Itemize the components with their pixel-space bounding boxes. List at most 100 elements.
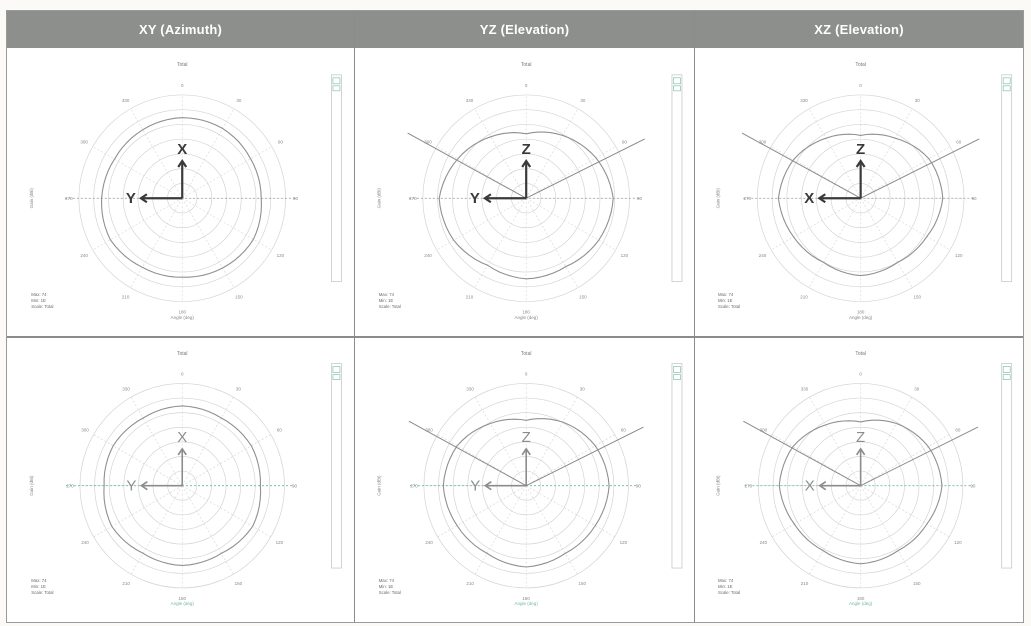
stat-line: Min: 1E bbox=[718, 298, 733, 303]
angle-tick-label: 90 bbox=[637, 196, 643, 201]
grid-spoke bbox=[436, 197, 527, 251]
y-axis-label: Gain (dBi) bbox=[376, 475, 381, 496]
coordinate-axes: ZY bbox=[470, 429, 531, 495]
plot-title: Total bbox=[521, 62, 532, 68]
grid-spoke bbox=[526, 197, 616, 251]
angle-tick-label: 330 bbox=[800, 98, 808, 103]
angle-tick-label: 150 bbox=[913, 581, 921, 586]
angle-tick-label: 30 bbox=[915, 98, 921, 103]
grid-spoke bbox=[860, 434, 950, 486]
antenna-arm-line bbox=[743, 420, 861, 487]
angle-tick-label: 90 bbox=[292, 484, 298, 489]
stat-line: Max: 74 bbox=[379, 578, 395, 583]
polar-plot: Total 0 30 60 90 120 150 180 210 240 270 300 330 Gain… bbox=[376, 351, 683, 606]
grid-spoke bbox=[860, 485, 913, 575]
angle-tick-label: 330 bbox=[122, 386, 130, 391]
plot-title: Total bbox=[855, 351, 866, 357]
angle-tick-label: 240 bbox=[425, 540, 433, 545]
stat-line: Min: 1E bbox=[31, 584, 46, 589]
axis-label-up: Z bbox=[522, 429, 531, 446]
antenna-arm-line bbox=[741, 132, 861, 199]
angle-tick-label: 60 bbox=[956, 140, 962, 145]
x-axis-label: Angle (deg) bbox=[515, 315, 539, 320]
grid-spoke bbox=[808, 198, 861, 288]
axis-label-up: Z bbox=[856, 429, 865, 446]
stat-line: Min: 1E bbox=[379, 298, 394, 303]
coordinate-axes: ZX bbox=[804, 141, 866, 207]
grid-spoke bbox=[526, 434, 615, 486]
grid-spoke bbox=[474, 485, 527, 575]
plot-title: Total bbox=[177, 62, 188, 68]
angle-tick-label: 300 bbox=[81, 428, 89, 433]
stat-line: Max: 74 bbox=[718, 578, 734, 583]
radiation-trace bbox=[777, 133, 944, 277]
radiation-trace bbox=[442, 418, 610, 568]
angle-tick-label: 210 bbox=[122, 294, 130, 299]
angle-tick-label: 30 bbox=[580, 98, 586, 103]
angle-tick-label: 30 bbox=[236, 386, 242, 391]
grid-spoke bbox=[182, 146, 272, 199]
axis-label-up: X bbox=[177, 429, 187, 446]
polar-plot: Total 0 30 60 90 120 150 180 210 240 270 300 330 Gain… bbox=[716, 351, 1013, 606]
angle-tick-label: 270 bbox=[65, 196, 73, 201]
angle-tick-label: 240 bbox=[80, 253, 88, 258]
grid-spoke bbox=[474, 108, 527, 199]
axis-label-left: Y bbox=[470, 478, 480, 495]
grid-spoke bbox=[474, 198, 527, 288]
angle-tick-label: 60 bbox=[621, 428, 627, 433]
grid-spoke bbox=[526, 485, 615, 538]
x-axis-label: Angle (deg) bbox=[171, 315, 195, 320]
grid-spoke bbox=[437, 485, 527, 538]
stat-line: Max: 74 bbox=[31, 578, 47, 583]
angle-tick-label: 330 bbox=[466, 386, 474, 391]
angle-tick-label: 180 bbox=[522, 310, 530, 315]
angle-tick-label: 210 bbox=[800, 294, 808, 299]
grid-spoke bbox=[181, 485, 234, 575]
angle-tick-label: 30 bbox=[580, 386, 586, 391]
angle-tick-label: 180 bbox=[522, 596, 530, 601]
angle-tick-label: 210 bbox=[801, 581, 809, 586]
angle-tick-label: 0 bbox=[525, 371, 528, 376]
angle-tick-label: 120 bbox=[954, 540, 962, 545]
angle-tick-label: 240 bbox=[424, 253, 432, 258]
angle-tick-label: 150 bbox=[235, 581, 243, 586]
grid-spoke bbox=[809, 485, 861, 575]
angle-tick-label: 180 bbox=[857, 310, 865, 315]
angle-tick-label: 60 bbox=[955, 428, 961, 433]
grid-spoke bbox=[181, 108, 235, 199]
angle-tick-label: 240 bbox=[760, 540, 768, 545]
grid-spoke bbox=[808, 108, 861, 199]
angle-tick-label: 330 bbox=[122, 98, 130, 103]
angle-tick-label: 120 bbox=[276, 540, 284, 545]
polar-plot: Total 0 30 60 90 120 150 180 210 240 270 300 330 Gain… bbox=[376, 62, 683, 320]
angle-tick-label: 300 bbox=[760, 428, 768, 433]
angle-tick-label: 210 bbox=[466, 294, 474, 299]
antenna-arm-line bbox=[860, 426, 979, 487]
grid-spoke bbox=[93, 434, 183, 486]
angle-tick-label: 60 bbox=[277, 428, 283, 433]
polar-plot: Total 0 30 60 90 120 150 180 210 240 270 300 330 Gain… bbox=[29, 351, 342, 606]
grid-spoke bbox=[860, 146, 951, 199]
x-axis-label: Angle (deg) bbox=[515, 601, 539, 606]
angle-tick-label: 330 bbox=[466, 98, 474, 103]
grid-spoke bbox=[809, 396, 861, 486]
axis-label-left: Y bbox=[470, 190, 480, 207]
column-divider bbox=[354, 11, 355, 622]
angle-tick-label: 300 bbox=[80, 140, 88, 145]
angle-tick-label: 30 bbox=[914, 386, 920, 391]
column-divider bbox=[694, 11, 695, 622]
grid-spoke bbox=[92, 146, 183, 199]
axis-label-up: Z bbox=[522, 141, 531, 158]
grid-spoke bbox=[525, 198, 579, 288]
stat-line: Min: 1E bbox=[718, 584, 733, 589]
grid-ring bbox=[423, 383, 629, 589]
stat-line: Scale: Total bbox=[379, 304, 401, 309]
radiation-trace bbox=[438, 131, 614, 280]
grid-ring bbox=[79, 383, 285, 589]
antenna-arm-line bbox=[525, 138, 645, 199]
radiation-trace bbox=[778, 419, 943, 565]
y-axis-label: Gain (dBi) bbox=[716, 188, 721, 209]
radiation-pattern-grid: XY (Azimuth) YZ (Elevation) XZ (Elevation)… bbox=[6, 10, 1024, 623]
row-divider bbox=[7, 336, 1023, 338]
grid-spoke bbox=[525, 396, 578, 486]
